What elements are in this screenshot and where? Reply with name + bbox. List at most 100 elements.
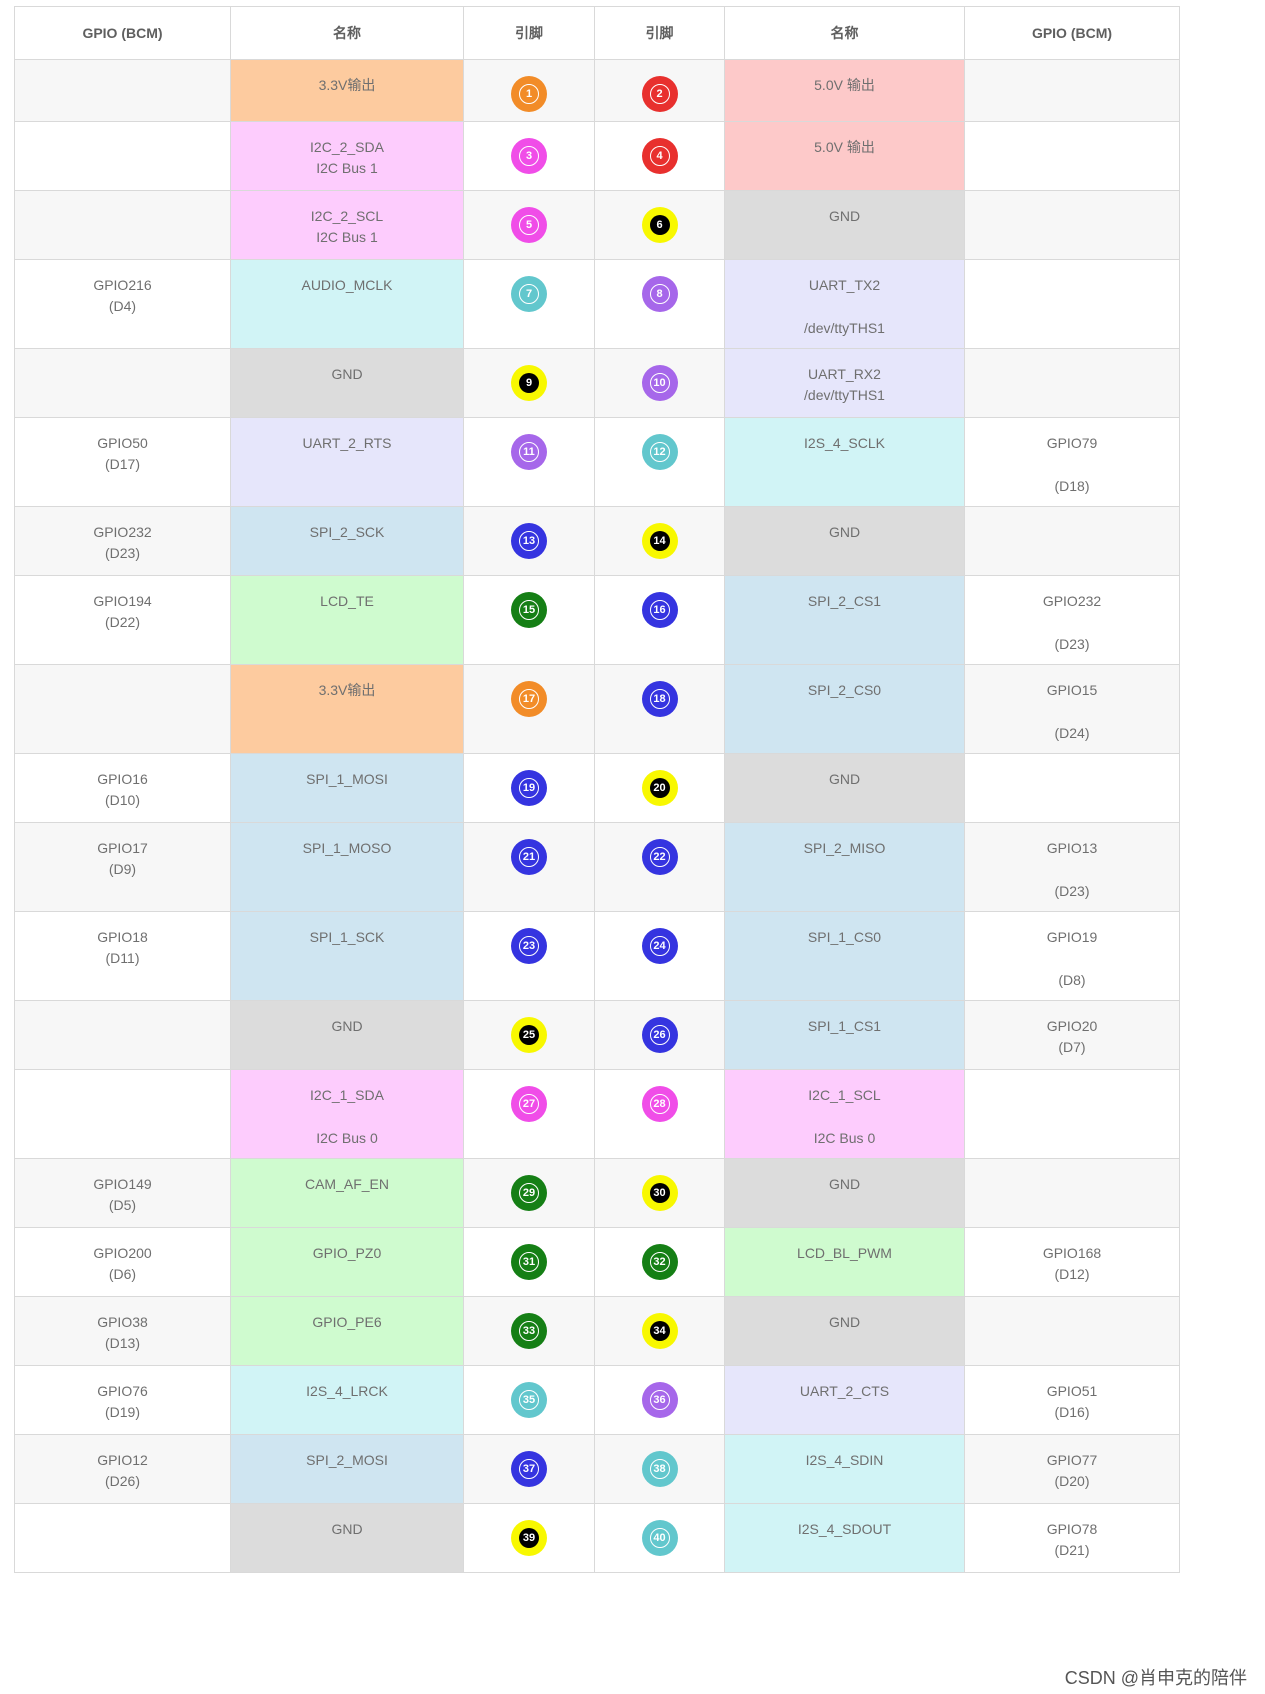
left-gpio-cell-text: GPIO149 (93, 1176, 152, 1192)
pin-22-number: 22 (649, 847, 670, 867)
right-name-cell: UART_TX2/dev/ttyTHS1 (724, 259, 965, 349)
right-name-cell-text: I2S_4_SCLK (804, 435, 885, 451)
right-gpio-cell-text: (D23) (1054, 636, 1090, 652)
pin-9-cell: 9 (463, 348, 595, 418)
pin-33-cell: 33 (463, 1296, 595, 1366)
watermark: CSDN @肖申克的陪伴 (1060, 1664, 1251, 1690)
right-name-cell: LCD_BL_PWM (724, 1227, 965, 1297)
pin-22-icon: 22 (641, 839, 678, 875)
pin-27-number: 27 (519, 1094, 539, 1114)
left-name-cell-text: SPI_1_SCK (309, 929, 385, 945)
pin-34-cell: 34 (594, 1296, 725, 1366)
pin-28-cell: 28 (594, 1069, 725, 1159)
pin-26-number: 26 (649, 1025, 670, 1045)
pin-34-number: 34 (649, 1321, 670, 1341)
pin-18-cell: 18 (594, 664, 725, 754)
pin-17-icon: 17 (511, 681, 547, 717)
pin-1-number: 1 (519, 84, 539, 104)
left-gpio-cell: GPIO76 (D19) (14, 1365, 231, 1435)
right-gpio-cell-text: GPIO19 (1046, 929, 1098, 945)
right-gpio-cell: GPIO13 (D23) (964, 822, 1180, 912)
left-name-cell-text: I2C_1_SDA (310, 1087, 384, 1103)
pin-14-icon: 14 (641, 523, 678, 559)
pin-30-number: 30 (649, 1183, 670, 1203)
pin-6-number: 6 (649, 215, 670, 235)
left-gpio-cell-text: (D11) (105, 950, 140, 966)
left-gpio-cell-text: GPIO17 (97, 840, 148, 856)
right-gpio-cell-text: (D8) (1058, 972, 1086, 988)
right-name-cell-text: GND (828, 1314, 861, 1330)
pin-35-icon: 35 (511, 1382, 547, 1418)
right-gpio-cell (964, 506, 1180, 576)
right-gpio-cell: GPIO78 (D21) (964, 1503, 1180, 1573)
pin-25-number: 25 (519, 1025, 539, 1045)
pin-1-icon: 1 (511, 76, 547, 112)
pin-15-number: 15 (519, 600, 539, 620)
pin-40-icon: 40 (641, 1520, 678, 1556)
left-name-cell: GPIO_PZ0 (230, 1227, 464, 1297)
left-name-cell-text: SPI_1_MOSI (306, 771, 388, 787)
right-gpio-cell-text: GPIO51 (1046, 1383, 1098, 1399)
right-name-cell: SPI_2_MISO (724, 822, 965, 912)
right-gpio-cell: GPIO168 (D12) (964, 1227, 1180, 1297)
right-gpio-cell (964, 121, 1180, 191)
pin-18-icon: 18 (641, 681, 678, 717)
pin-21-cell: 21 (463, 822, 595, 912)
left-name-cell: GND (230, 1000, 464, 1070)
left-gpio-cell: GPIO232 (D23) (14, 506, 231, 576)
pin-38-cell: 38 (594, 1434, 725, 1504)
pin-26-icon: 26 (641, 1017, 678, 1053)
pin-15-icon: 15 (511, 592, 547, 628)
right-gpio-cell (964, 259, 1180, 349)
table-row: GPIO18 (D11) SPI_1_SCK 23 24 SPI_1_CS0 GPIO19 (… (14, 911, 1180, 1001)
pin-13-icon: 13 (511, 523, 547, 559)
left-gpio-cell (14, 121, 231, 191)
pin-4-icon: 4 (641, 138, 678, 174)
left-name-cell-text: 3.3V输出 (318, 682, 376, 698)
left-gpio-cell-text: GPIO200 (93, 1245, 152, 1261)
left-gpio-cell-text: (D4) (108, 298, 137, 314)
right-name-cell-text: I2C Bus 0 (813, 1130, 876, 1146)
pin-32-icon: 32 (641, 1244, 678, 1280)
pinout-table: GPIO (BCM) 名称 引脚 引脚 名称 GPIO (BCM) 3.3V输出… (14, 6, 1180, 1573)
right-gpio-cell: GPIO79 (D18) (964, 417, 1180, 507)
pin-35-cell: 35 (463, 1365, 595, 1435)
pin-23-icon: 23 (511, 928, 547, 964)
right-name-cell-text: 5.0V 输出 (814, 139, 875, 155)
left-gpio-cell (14, 348, 231, 418)
left-name-cell: 3.3V输出 (230, 59, 464, 122)
right-gpio-cell (964, 753, 1180, 823)
left-name-cell: I2C_1_SDA I2C Bus 0 (230, 1069, 464, 1159)
pin-9-number: 9 (519, 373, 539, 393)
pin-25-cell: 25 (463, 1000, 595, 1070)
header-right-gpio: GPIO (BCM) (964, 6, 1180, 60)
right-name-cell-text: I2S_4_SDIN (805, 1452, 884, 1468)
pin-8-cell: 8 (594, 259, 725, 349)
pin-13-cell: 13 (463, 506, 595, 576)
left-gpio-cell (14, 1503, 231, 1573)
pin-24-icon: 24 (641, 928, 678, 964)
pin-2-cell: 2 (594, 59, 725, 122)
left-gpio-cell-text: (D17) (104, 456, 140, 472)
left-name-cell: SPI_1_SCK (230, 911, 464, 1001)
pin-19-icon: 19 (511, 770, 547, 806)
pin-29-icon: 29 (511, 1175, 547, 1211)
pin-12-cell: 12 (594, 417, 725, 507)
left-name-cell-text: AUDIO_MCLK (301, 277, 393, 293)
right-name-cell: UART_RX2/dev/ttyTHS1 (724, 348, 965, 418)
pin-26-cell: 26 (594, 1000, 725, 1070)
pin-5-cell: 5 (463, 190, 595, 260)
table-row: GPIO38 (D13) GPIO_PE6 33 34 GND (14, 1296, 1180, 1366)
pin-38-icon: 38 (641, 1451, 678, 1487)
right-name-cell: 5.0V 输出 (724, 59, 965, 122)
pin-40-number: 40 (649, 1528, 670, 1548)
left-name-cell: CAM_AF_EN (230, 1158, 464, 1228)
pin-36-cell: 36 (594, 1365, 725, 1435)
left-name-cell: I2C_2_SDA I2C Bus 1 (230, 121, 464, 191)
table-row: GPIO50 (D17) UART_2_RTS 11 12 I2S_4_SCLK GPIO7… (14, 417, 1180, 507)
left-gpio-cell: GPIO18 (D11) (14, 911, 231, 1001)
pin-19-cell: 19 (463, 753, 595, 823)
pin-12-icon: 12 (641, 434, 678, 470)
pin-27-icon: 27 (511, 1086, 547, 1122)
pin-9-icon: 9 (511, 365, 547, 401)
